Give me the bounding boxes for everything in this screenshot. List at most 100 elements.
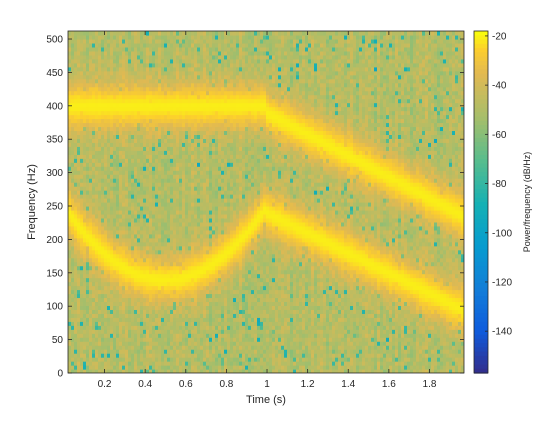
spectrogram-cell bbox=[77, 46, 81, 52]
spectrogram-cell bbox=[74, 70, 78, 76]
spectrogram-cell bbox=[77, 106, 81, 112]
spectrogram-cell bbox=[74, 313, 78, 318]
spectrogram-cell bbox=[68, 50, 72, 56]
spectrogram-cell bbox=[74, 357, 78, 362]
spectrogram-cell bbox=[92, 146, 96, 151]
spectrogram-cell bbox=[80, 217, 84, 223]
spectrogram-cell bbox=[101, 166, 105, 171]
spectrogram-cell bbox=[71, 118, 75, 124]
spectrogram-cell bbox=[98, 269, 102, 275]
spectrogram-cell bbox=[71, 205, 75, 211]
spectrogram-cell bbox=[68, 233, 72, 239]
spectrogram-cell bbox=[77, 325, 81, 330]
spectrogram-cell bbox=[77, 333, 81, 338]
spectrogram-cell bbox=[98, 317, 102, 322]
spectrogram-cell bbox=[80, 237, 84, 243]
spectrogram-cell bbox=[80, 289, 84, 295]
spectrogram-cell bbox=[101, 237, 105, 243]
spectrogram-cell bbox=[89, 341, 93, 346]
spectrogram-cell bbox=[77, 349, 81, 354]
spectrogram-cell bbox=[101, 233, 105, 239]
spectrogram-cell bbox=[95, 273, 99, 279]
spectrogram-cell bbox=[98, 90, 102, 96]
spectrogram-cell bbox=[101, 106, 105, 112]
spectrogram-cell bbox=[95, 369, 99, 373]
spectrogram-cell bbox=[68, 241, 72, 247]
spectrogram-cell bbox=[95, 353, 99, 358]
spectrogram-cell bbox=[101, 249, 105, 255]
spectrogram-cell bbox=[86, 241, 90, 247]
spectrogram-cell bbox=[89, 198, 93, 203]
spectrogram-cell bbox=[95, 118, 99, 124]
spectrogram-cell bbox=[98, 162, 102, 167]
spectrogram-cell bbox=[92, 205, 96, 211]
spectrogram-cell bbox=[68, 261, 72, 267]
spectrogram-cell bbox=[80, 205, 84, 211]
spectrogram-cell bbox=[74, 329, 78, 334]
spectrogram-cell bbox=[86, 333, 90, 338]
spectrogram-cell bbox=[77, 321, 81, 326]
spectrogram-cell bbox=[101, 277, 105, 283]
spectrogram-cell bbox=[68, 190, 72, 195]
spectrogram-cell bbox=[98, 301, 102, 306]
spectrogram-cell bbox=[71, 186, 75, 191]
spectrogram-cell bbox=[95, 317, 99, 322]
spectrogram-cell bbox=[98, 213, 102, 219]
spectrogram-cell bbox=[95, 166, 99, 171]
spectrogram-cell bbox=[74, 317, 78, 322]
spectrogram-cell bbox=[80, 285, 84, 291]
spectrogram-cell bbox=[95, 365, 99, 370]
spectrogram-cell bbox=[83, 150, 87, 155]
spectrogram-cell bbox=[95, 281, 99, 287]
spectrogram-cell bbox=[101, 198, 105, 203]
spectrogram-cell bbox=[68, 74, 72, 80]
spectrogram-cell bbox=[83, 369, 87, 373]
spectrogram-cell bbox=[71, 38, 75, 44]
spectrogram-cell bbox=[92, 178, 96, 183]
spectrogram-cell bbox=[71, 86, 75, 92]
spectrogram-cell bbox=[74, 130, 78, 135]
spectrogram-cell bbox=[77, 313, 81, 318]
spectrogram-cell bbox=[86, 369, 90, 373]
spectrogram-cell bbox=[71, 369, 75, 373]
spectrogram-cell bbox=[83, 198, 87, 203]
spectrogram-cell bbox=[98, 297, 102, 303]
spectrogram-cell bbox=[80, 106, 84, 112]
spectrogram-cell bbox=[101, 134, 105, 139]
spectrogram-cell bbox=[98, 98, 102, 104]
spectrogram-cell bbox=[86, 122, 90, 128]
spectrogram-cell bbox=[89, 353, 93, 358]
spectrogram-cell bbox=[104, 190, 108, 195]
spectrogram-cell bbox=[89, 94, 93, 100]
spectrogram-cell bbox=[92, 253, 96, 259]
spectrogram-cell bbox=[80, 82, 84, 88]
spectrogram-cell bbox=[89, 277, 93, 283]
spectrogram-cell bbox=[98, 82, 102, 88]
spectrogram-cell bbox=[80, 38, 84, 44]
spectrogram-cell bbox=[80, 261, 84, 267]
spectrogram-cell bbox=[68, 38, 72, 44]
spectrogram-cell bbox=[68, 106, 72, 112]
spectrogram-cell bbox=[101, 70, 105, 76]
spectrogram-cell bbox=[68, 146, 72, 151]
spectrogram-cell bbox=[83, 257, 87, 263]
spectrogram-cell bbox=[74, 138, 78, 143]
spectrogram-cell bbox=[101, 194, 105, 199]
spectrogram-cell bbox=[86, 74, 90, 80]
spectrogram-cell bbox=[95, 42, 99, 48]
spectrogram-cell bbox=[89, 98, 93, 104]
spectrogram-cell bbox=[104, 305, 108, 310]
spectrogram-cell bbox=[86, 126, 90, 132]
spectrogram-cell bbox=[77, 122, 81, 128]
spectrogram-cell bbox=[98, 245, 102, 251]
spectrogram-cell bbox=[98, 321, 102, 326]
spectrogram-cell bbox=[92, 217, 96, 223]
spectrogram-cell bbox=[71, 321, 75, 326]
spectrogram-cell bbox=[92, 277, 96, 283]
spectrogram-cell bbox=[71, 237, 75, 243]
spectrogram-cell bbox=[92, 182, 96, 187]
spectrogram-cell bbox=[74, 225, 78, 231]
spectrogram-cell bbox=[77, 66, 81, 72]
spectrogram-cell bbox=[74, 249, 78, 255]
